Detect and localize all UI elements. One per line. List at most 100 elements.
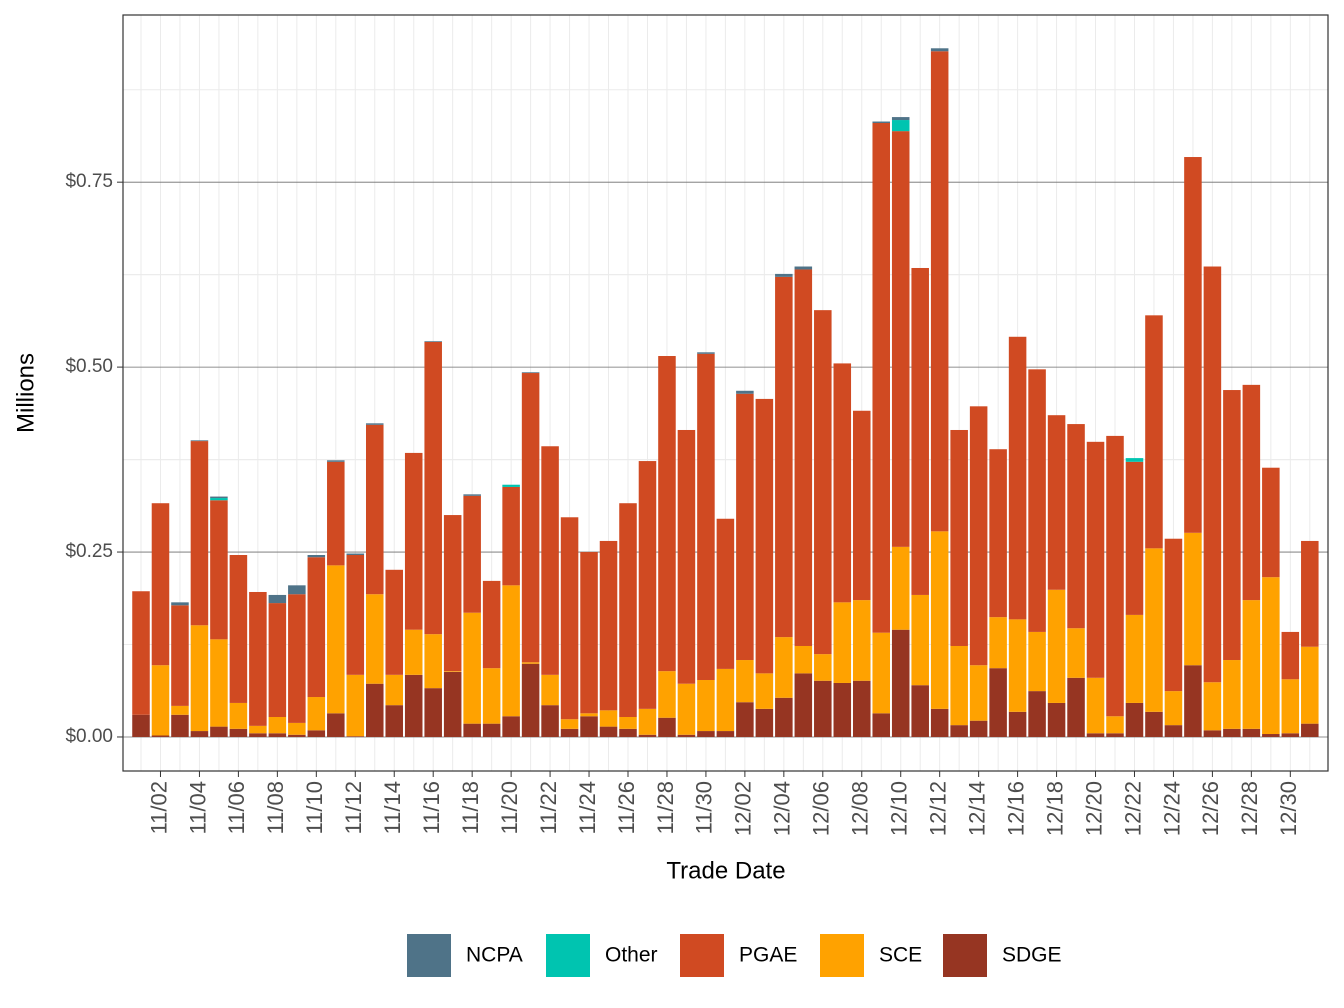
- bar-segment: [327, 565, 345, 714]
- bar-segment: [619, 717, 637, 729]
- bar-segment: [1125, 458, 1144, 462]
- bar-segment: [502, 716, 520, 737]
- legend-label: PGAE: [739, 944, 797, 967]
- bar-segment: [210, 500, 228, 640]
- plot-border: [122, 14, 1329, 772]
- bar-segment: [638, 708, 657, 735]
- bar-segment: [307, 557, 326, 698]
- bar-segment: [1203, 266, 1222, 683]
- bar-segment: [1184, 665, 1202, 737]
- bar-segment: [482, 723, 501, 737]
- bar-segment: [1203, 682, 1222, 731]
- bar-segment: [190, 625, 209, 732]
- bar-segment: [229, 702, 248, 729]
- bar-segment: [346, 674, 365, 737]
- x-tick-label: 11/22: [536, 781, 561, 834]
- legend-label: Other: [605, 944, 658, 967]
- bar-segment: [1106, 716, 1124, 734]
- bar-segment: [1028, 691, 1046, 737]
- bar-segment: [404, 452, 423, 630]
- bar-segment: [229, 555, 248, 703]
- bar-segment: [268, 594, 287, 604]
- bar-segment: [1086, 677, 1105, 734]
- bar-segment: [1106, 435, 1124, 717]
- bar-segment: [424, 341, 442, 342]
- bar-segment: [697, 352, 715, 354]
- bar-segment: [443, 671, 462, 672]
- bar-segment: [210, 639, 228, 727]
- bar-segment: [1223, 390, 1241, 661]
- bar-segment: [755, 673, 774, 709]
- bar-segment: [190, 731, 209, 737]
- bar-segment: [911, 267, 929, 595]
- bar-segment: [736, 660, 754, 703]
- bar-segment: [1301, 723, 1319, 737]
- bar-segment: [288, 594, 306, 723]
- bar-segment: [852, 410, 871, 601]
- bar-segment: [950, 725, 968, 737]
- bar-segment: [521, 372, 540, 374]
- bar-segment: [677, 734, 696, 737]
- bar-segment: [210, 726, 228, 737]
- bar-segment: [1125, 614, 1144, 703]
- bar-segment: [171, 602, 189, 606]
- bar-segment: [1242, 728, 1261, 737]
- bar-segment: [891, 131, 910, 547]
- bar-segment: [424, 341, 442, 635]
- bar-segment: [365, 424, 384, 595]
- bar-segment: [1047, 589, 1066, 703]
- bar-segment: [463, 495, 481, 613]
- bar-segment: [775, 273, 793, 277]
- bar-segment: [365, 423, 384, 425]
- bar-segment: [736, 390, 754, 394]
- bar-segment: [268, 733, 287, 737]
- bar-segment: [560, 728, 579, 737]
- bar-segment: [1184, 157, 1202, 533]
- bar-segment: [1184, 532, 1202, 666]
- x-tick-label: 12/28: [1237, 781, 1262, 836]
- bar-segment: [288, 585, 306, 595]
- legend-key: [546, 934, 590, 977]
- bar-segment: [716, 518, 735, 669]
- bar-segment: [872, 121, 891, 123]
- bar-segment: [1125, 702, 1144, 737]
- bar-segment: [132, 591, 150, 715]
- bar-segment: [1164, 538, 1183, 692]
- bar-segment: [716, 668, 735, 732]
- bar-segment: [307, 555, 326, 558]
- x-tick-label: 12/04: [770, 781, 795, 836]
- x-tick-label: 11/18: [458, 781, 483, 834]
- x-tick-label: 12/14: [964, 781, 989, 836]
- legend-key: [680, 934, 724, 977]
- bar-segment: [365, 594, 384, 684]
- bar-segment: [151, 665, 170, 736]
- bar-segment: [599, 540, 618, 711]
- bar-segment: [463, 494, 481, 496]
- bar-segment: [891, 546, 910, 630]
- bar-segment: [1067, 628, 1085, 678]
- x-tick-label: 12/18: [1042, 781, 1067, 836]
- bar-segment: [697, 731, 715, 737]
- x-tick-label: 12/16: [1003, 781, 1028, 836]
- bar-segment: [171, 605, 189, 706]
- bar-segment: [580, 552, 598, 714]
- bar-segment: [249, 591, 267, 726]
- x-tick-label: 12/20: [1081, 781, 1106, 836]
- bar-segment: [249, 733, 267, 737]
- bar-segment: [599, 710, 618, 727]
- bar-segment: [852, 600, 871, 681]
- bar-segment: [327, 713, 345, 737]
- x-tick-label: 12/12: [925, 781, 950, 836]
- bar-segment: [346, 553, 365, 555]
- bar-segment: [1242, 600, 1261, 729]
- bar-segment: [346, 555, 365, 675]
- bar-segment: [989, 668, 1007, 737]
- y-tick-label: $0.00: [65, 726, 113, 747]
- bar-segment: [385, 705, 404, 737]
- bar-segment: [502, 585, 520, 717]
- bar-segment: [930, 51, 949, 532]
- bar-segment: [482, 668, 501, 724]
- bar-segment: [1223, 660, 1241, 729]
- bar-segment: [365, 683, 384, 737]
